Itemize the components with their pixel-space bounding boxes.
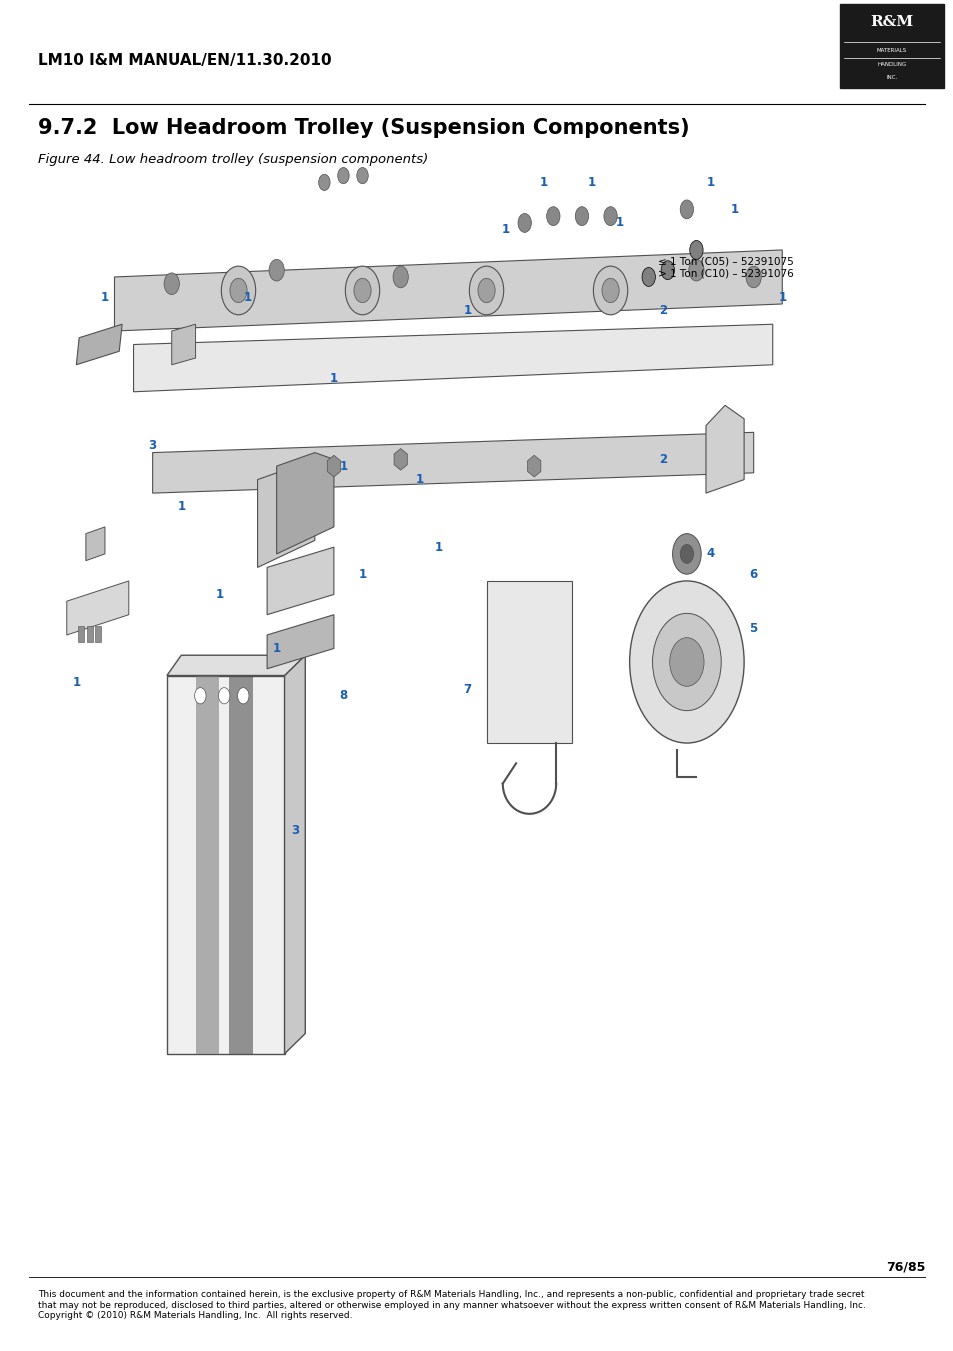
Circle shape <box>660 261 674 280</box>
Text: 9.7.2  Low Headroom Trolley (Suspension Components): 9.7.2 Low Headroom Trolley (Suspension C… <box>38 119 689 138</box>
Text: 1: 1 <box>339 459 347 473</box>
Circle shape <box>318 174 330 190</box>
Polygon shape <box>152 432 753 493</box>
Text: 1: 1 <box>730 203 738 216</box>
Bar <box>486 581 572 743</box>
Circle shape <box>641 267 655 286</box>
Text: 1: 1 <box>463 304 471 317</box>
Circle shape <box>237 688 249 704</box>
Circle shape <box>689 240 702 259</box>
Text: 76/85: 76/85 <box>885 1260 924 1274</box>
Circle shape <box>477 278 495 303</box>
Circle shape <box>517 213 531 232</box>
Text: 1: 1 <box>435 540 442 554</box>
Text: ≤ 1 Ton (C05) – 52391075
> 1 Ton (C10) – 52391076: ≤ 1 Ton (C05) – 52391075 > 1 Ton (C10) –… <box>658 257 793 278</box>
Text: 5: 5 <box>749 621 757 635</box>
Circle shape <box>269 259 284 281</box>
Circle shape <box>629 581 743 743</box>
Text: 6: 6 <box>749 567 757 581</box>
Text: 3: 3 <box>292 824 299 838</box>
Polygon shape <box>86 527 105 561</box>
Polygon shape <box>76 324 122 365</box>
Bar <box>167 676 284 1054</box>
Circle shape <box>575 207 588 226</box>
Circle shape <box>603 207 617 226</box>
Polygon shape <box>133 324 772 392</box>
Text: 1: 1 <box>273 642 280 655</box>
Text: R&M: R&M <box>869 15 913 30</box>
Circle shape <box>672 534 700 574</box>
Text: LM10 I&M MANUAL/EN/11.30.2010: LM10 I&M MANUAL/EN/11.30.2010 <box>38 53 332 69</box>
Text: INC.: INC. <box>885 76 897 80</box>
Text: 1: 1 <box>72 676 80 689</box>
Text: Figure 44. Low headroom trolley (suspension components): Figure 44. Low headroom trolley (suspens… <box>38 153 428 166</box>
Polygon shape <box>267 615 334 669</box>
Text: 1: 1 <box>501 223 509 236</box>
Circle shape <box>354 278 371 303</box>
Text: 1: 1 <box>416 473 423 486</box>
Text: 1: 1 <box>101 290 109 304</box>
Bar <box>87 626 92 642</box>
Circle shape <box>652 613 720 711</box>
Circle shape <box>164 273 179 295</box>
Circle shape <box>469 266 503 315</box>
Bar <box>195 676 219 1054</box>
Text: 7: 7 <box>463 682 471 696</box>
Text: 4: 4 <box>706 547 714 561</box>
Circle shape <box>593 266 627 315</box>
Text: 1: 1 <box>177 500 185 513</box>
Circle shape <box>745 266 760 288</box>
Circle shape <box>221 266 255 315</box>
Text: 1: 1 <box>539 176 547 189</box>
Text: 1: 1 <box>778 290 785 304</box>
Circle shape <box>688 259 703 281</box>
Circle shape <box>230 278 247 303</box>
Text: 1: 1 <box>215 588 223 601</box>
Polygon shape <box>172 324 195 365</box>
Text: 1: 1 <box>244 290 252 304</box>
Circle shape <box>546 207 559 226</box>
Text: 3: 3 <box>149 439 156 453</box>
Polygon shape <box>267 547 334 615</box>
Circle shape <box>669 638 703 686</box>
Text: HANDLING: HANDLING <box>877 62 905 66</box>
Polygon shape <box>167 655 305 676</box>
Circle shape <box>345 266 379 315</box>
Circle shape <box>393 266 408 288</box>
Circle shape <box>194 688 206 704</box>
Text: 2: 2 <box>659 453 666 466</box>
Circle shape <box>356 168 368 184</box>
Polygon shape <box>276 453 334 554</box>
FancyBboxPatch shape <box>839 4 943 88</box>
Circle shape <box>337 168 349 184</box>
Bar <box>229 676 253 1054</box>
Text: 1: 1 <box>330 372 337 385</box>
Circle shape <box>679 200 693 219</box>
Polygon shape <box>67 581 129 635</box>
Polygon shape <box>705 405 743 493</box>
Text: 1: 1 <box>358 567 366 581</box>
Circle shape <box>218 688 230 704</box>
Text: This document and the information contained herein, is the exclusive property of: This document and the information contai… <box>38 1290 865 1320</box>
Text: 8: 8 <box>339 689 347 703</box>
Text: 1: 1 <box>706 176 714 189</box>
Text: 1: 1 <box>616 216 623 230</box>
Circle shape <box>679 544 693 563</box>
Text: 1: 1 <box>587 176 595 189</box>
Polygon shape <box>114 250 781 331</box>
Bar <box>95 626 101 642</box>
Text: MATERIALS: MATERIALS <box>876 47 906 53</box>
Circle shape <box>601 278 618 303</box>
Polygon shape <box>257 466 314 567</box>
Bar <box>78 626 84 642</box>
Polygon shape <box>284 655 305 1054</box>
Text: 2: 2 <box>659 304 666 317</box>
